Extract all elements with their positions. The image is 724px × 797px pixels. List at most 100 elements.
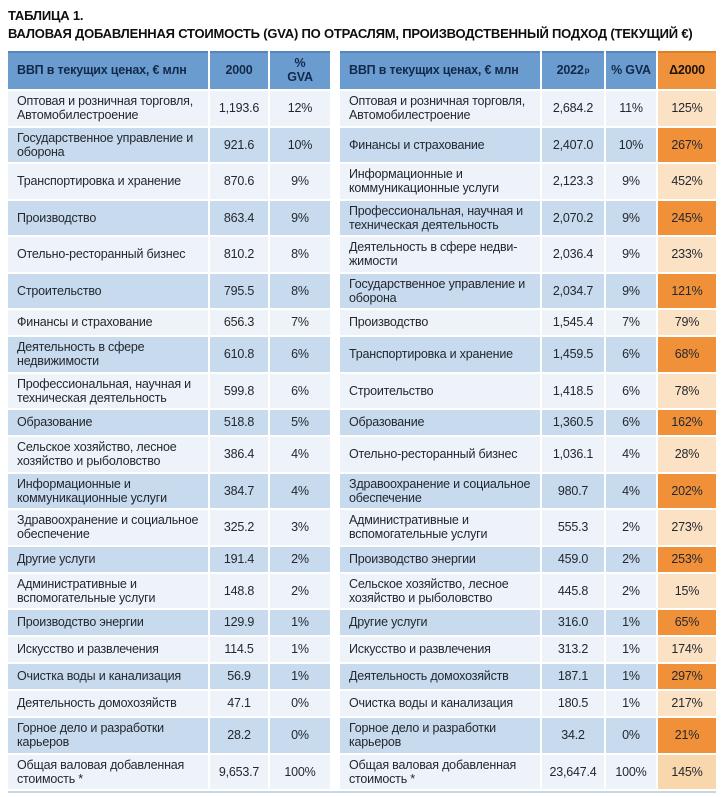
gva-share-2022: 0% bbox=[606, 718, 656, 753]
gva-share-2000: 1% bbox=[270, 610, 330, 635]
gva-share-2022: 2% bbox=[606, 573, 656, 608]
value-2022: 180.5 bbox=[542, 691, 604, 716]
table-gap bbox=[332, 373, 338, 408]
gva-share-2022: 4% bbox=[606, 473, 656, 508]
delta-vs-2000: 273% bbox=[658, 510, 716, 545]
col-header-name-left: ВВП в текущих ценах, € млн bbox=[8, 51, 208, 89]
table-bottom-border bbox=[8, 791, 716, 793]
industry-name-left: Строительство bbox=[8, 273, 208, 308]
industry-name-left: Производство энергии bbox=[8, 610, 208, 635]
industry-name-right: Государственное управление и оборона bbox=[340, 273, 540, 308]
value-2022: 1,036.1 bbox=[542, 437, 604, 472]
value-2000: 599.8 bbox=[210, 373, 268, 408]
delta-vs-2000: 202% bbox=[658, 473, 716, 508]
gva-share-2022: 9% bbox=[606, 164, 656, 199]
gva-share-2000: 6% bbox=[270, 337, 330, 372]
table-gap bbox=[332, 337, 338, 372]
gva-comparison-table: ВВП в текущих ценах, € млн 2000 % GVA ВВ… bbox=[8, 51, 716, 793]
col-header-name-right: ВВП в текущих ценах, € млн bbox=[340, 51, 540, 89]
industry-name-left: Образование bbox=[8, 410, 208, 435]
industry-name-right: Оптовая и розничная торговля, Автомобиле… bbox=[340, 91, 540, 126]
delta-vs-2000: 68% bbox=[658, 337, 716, 372]
industry-name-left: Информационные и коммуникационные услуги bbox=[8, 473, 208, 508]
gva-share-2022: 7% bbox=[606, 310, 656, 335]
gva-share-2022: 1% bbox=[606, 691, 656, 716]
table-gap bbox=[332, 273, 338, 308]
gva-share-2000: 1% bbox=[270, 664, 330, 689]
industry-name-right: Финансы и страхование bbox=[340, 127, 540, 162]
table-main-title: ВАЛОВАЯ ДОБАВЛЕННАЯ СТОИМОСТЬ (GVA) ПО О… bbox=[8, 26, 693, 41]
delta-vs-2000: 15% bbox=[658, 573, 716, 608]
industry-name-right: Искусство и развлечения bbox=[340, 637, 540, 662]
gva-share-2000: 9% bbox=[270, 164, 330, 199]
delta-vs-2000: 233% bbox=[658, 237, 716, 272]
industry-name-right: Информационные и коммуникационные услуги bbox=[340, 164, 540, 199]
delta-vs-2000: 65% bbox=[658, 610, 716, 635]
gva-share-2022: 1% bbox=[606, 610, 656, 635]
table-gap bbox=[332, 510, 338, 545]
col-header-year-2000: 2000 bbox=[210, 51, 268, 89]
table-gap bbox=[332, 410, 338, 435]
delta-vs-2000: 245% bbox=[658, 200, 716, 235]
gva-share-2022: 11% bbox=[606, 91, 656, 126]
value-2022: 1,545.4 bbox=[542, 310, 604, 335]
delta-vs-2000: 162% bbox=[658, 410, 716, 435]
industry-name-right: Отельно-ресторанный бизнес bbox=[340, 437, 540, 472]
delta-vs-2000: 452% bbox=[658, 164, 716, 199]
industry-name-right: Очистка воды и канализация bbox=[340, 691, 540, 716]
value-2000: 148.8 bbox=[210, 573, 268, 608]
industry-name-left: Оптовая и розничная торговля, Автомобиле… bbox=[8, 91, 208, 126]
table-gap bbox=[332, 754, 338, 789]
gva-share-2000: 2% bbox=[270, 546, 330, 572]
table-number-title: ТАБЛИЦА 1. bbox=[8, 8, 84, 23]
value-2022: 23,647.4 bbox=[542, 754, 604, 789]
gva-share-2022: 9% bbox=[606, 200, 656, 235]
value-2000: 325.2 bbox=[210, 510, 268, 545]
table-gap bbox=[332, 164, 338, 199]
table-gap bbox=[332, 691, 338, 716]
table-gap bbox=[332, 200, 338, 235]
industry-name-right: Другие услуги bbox=[340, 610, 540, 635]
year-2022-label: 2022 bbox=[556, 63, 584, 78]
value-2022: 34.2 bbox=[542, 718, 604, 753]
gva-share-2000: 3% bbox=[270, 510, 330, 545]
industry-name-left: Транспортировка и хранение bbox=[8, 164, 208, 199]
industry-name-left: Другие услуги bbox=[8, 546, 208, 572]
gva-share-2022: 1% bbox=[606, 664, 656, 689]
gva-share-2000: 5% bbox=[270, 410, 330, 435]
industry-name-left: Отельно-ресторанный бизнес bbox=[8, 237, 208, 272]
gva-share-2000: 8% bbox=[270, 273, 330, 308]
gva-share-2022: 9% bbox=[606, 237, 656, 272]
gva-share-2022: 10% bbox=[606, 127, 656, 162]
value-2022: 2,070.2 bbox=[542, 200, 604, 235]
gva-share-2000: 8% bbox=[270, 237, 330, 272]
value-2000: 1,193.6 bbox=[210, 91, 268, 126]
value-2022: 2,123.3 bbox=[542, 164, 604, 199]
delta-vs-2000: 267% bbox=[658, 127, 716, 162]
table-gap bbox=[332, 237, 338, 272]
value-2000: 47.1 bbox=[210, 691, 268, 716]
industry-name-right: Образование bbox=[340, 410, 540, 435]
industry-name-left: Горное дело и разработки карьеров bbox=[8, 718, 208, 753]
value-2000: 28.2 bbox=[210, 718, 268, 753]
industry-name-left: Производство bbox=[8, 200, 208, 235]
value-2022: 2,684.2 bbox=[542, 91, 604, 126]
table-gap bbox=[332, 718, 338, 753]
industry-name-left: Деятельность домохозяйств bbox=[8, 691, 208, 716]
value-2000: 56.9 bbox=[210, 664, 268, 689]
value-2022: 1,459.5 bbox=[542, 337, 604, 372]
value-2022: 2,407.0 bbox=[542, 127, 604, 162]
col-header-gva-left: % GVA bbox=[270, 51, 330, 89]
industry-name-left: Финансы и страхование bbox=[8, 310, 208, 335]
industry-name-left: Искусство и развлечения bbox=[8, 637, 208, 662]
value-2022: 313.2 bbox=[542, 637, 604, 662]
gva-share-2000: 12% bbox=[270, 91, 330, 126]
industry-name-right: Общая валовая добавленная стоимость * bbox=[340, 754, 540, 789]
table-title-block: ТАБЛИЦА 1. ВАЛОВАЯ ДОБАВЛЕННАЯ СТОИМОСТЬ… bbox=[8, 8, 716, 41]
gva-share-2000: 1% bbox=[270, 637, 330, 662]
delta-vs-2000: 79% bbox=[658, 310, 716, 335]
industry-name-left: Административные и вспомогательные услуг… bbox=[8, 573, 208, 608]
value-2000: 129.9 bbox=[210, 610, 268, 635]
delta-vs-2000: 253% bbox=[658, 546, 716, 572]
